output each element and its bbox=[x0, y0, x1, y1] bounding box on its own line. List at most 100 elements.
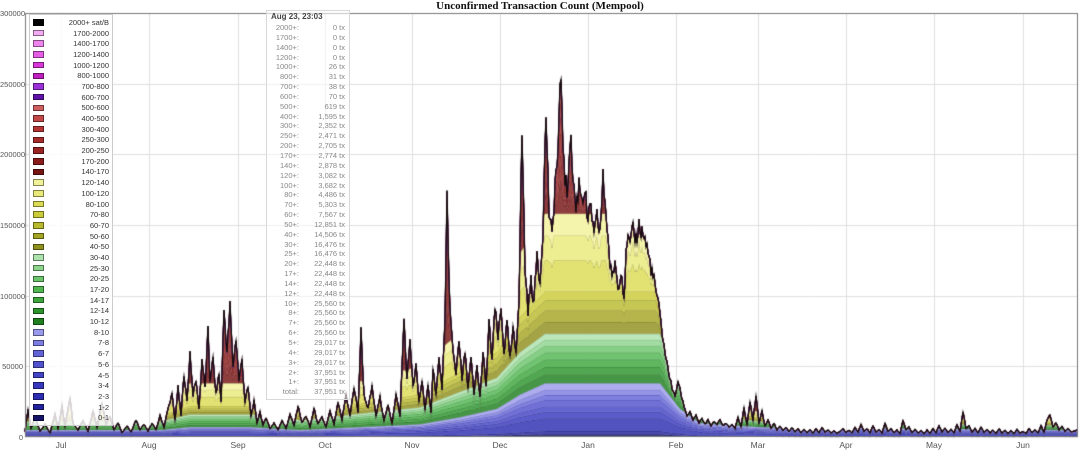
tooltip-row-label: 17+: bbox=[284, 269, 299, 279]
tooltip-row-label: 500+: bbox=[280, 101, 299, 111]
tooltip-row-value: 38 tx bbox=[328, 82, 345, 92]
y-tick-label: 0 bbox=[18, 433, 23, 442]
legend-color-swatch bbox=[33, 232, 44, 240]
legend-color-swatch bbox=[33, 147, 44, 154]
tooltip-row: 1000+: 26 tx bbox=[271, 62, 345, 72]
tooltip-row-label: 30+: bbox=[284, 239, 299, 249]
legend-item: 2-3 bbox=[33, 391, 109, 402]
tooltip-row-value: 37,951 tx bbox=[314, 387, 345, 397]
tooltip-row-label: 20+: bbox=[284, 259, 299, 269]
legend-item: 100-120 bbox=[33, 188, 109, 199]
legend-item-label: 50-60 bbox=[89, 231, 109, 241]
tooltip-row: 170+: 2,774 tx bbox=[271, 151, 345, 161]
legend-item: 20-25 bbox=[33, 274, 109, 285]
x-tick-label: Apr bbox=[839, 440, 853, 450]
legend-color-swatch bbox=[33, 72, 44, 80]
tooltip-row: 400+: 1,595 tx bbox=[271, 112, 345, 122]
tooltip-row: 60+: 7,567 tx bbox=[271, 210, 345, 220]
legend-color-swatch bbox=[33, 403, 44, 411]
tooltip-row-label: 4+: bbox=[288, 347, 299, 357]
tooltip-row: 30+: 16,476 tx bbox=[271, 240, 345, 250]
tooltip-row-value: 1,595 tx bbox=[318, 111, 345, 121]
tooltip-row-value: 3,682 tx bbox=[318, 180, 345, 190]
legend-color-swatch bbox=[33, 200, 44, 208]
tooltip-row-value: 25,560 tx bbox=[314, 328, 345, 338]
tooltip-row-value: 26 tx bbox=[328, 62, 345, 72]
tooltip-row-label: 7+: bbox=[288, 318, 299, 328]
tooltip-row: total: 37,951 tx bbox=[271, 387, 345, 397]
legend-item-label: 700-800 bbox=[81, 81, 109, 91]
tooltip-row-label: 1700+: bbox=[275, 32, 299, 42]
tooltip-row-value: 0 tx bbox=[332, 23, 345, 32]
tooltip-row: 1400+: 0 tx bbox=[271, 43, 345, 53]
tooltip-row-label: 2000+: bbox=[275, 23, 299, 32]
tooltip-row: 100+: 3,682 tx bbox=[271, 181, 345, 191]
tooltip-row-value: 0 tx bbox=[332, 52, 345, 62]
tooltip-row: 250+: 2,471 tx bbox=[271, 131, 345, 141]
legend-item-label: 1400-1700 bbox=[73, 39, 109, 49]
legend-color-swatch bbox=[33, 339, 44, 347]
legend-item: 600-700 bbox=[33, 92, 109, 103]
tooltip-row: 7+: 25,560 tx bbox=[271, 318, 345, 328]
tooltip-row-value: 619 tx bbox=[324, 101, 345, 111]
legend-item-label: 6-7 bbox=[98, 349, 109, 359]
tooltip-row: 500+: 619 tx bbox=[271, 102, 345, 112]
tooltip-row: 600+: 70 tx bbox=[271, 92, 345, 102]
legend-item: 300-400 bbox=[33, 124, 109, 135]
legend-item-label: 30-40 bbox=[89, 252, 109, 262]
legend-item: 170-200 bbox=[33, 156, 109, 167]
legend-color-swatch bbox=[33, 51, 44, 58]
legend-item: 700-800 bbox=[33, 81, 109, 92]
legend-item: 4-5 bbox=[33, 370, 109, 381]
tooltip-row-value: 2,471 tx bbox=[318, 131, 345, 141]
legend-item-label: 14-17 bbox=[89, 295, 109, 305]
legend-item-label: 4-5 bbox=[98, 370, 109, 380]
legend-item: 800-1000 bbox=[33, 70, 109, 81]
legend-item-label: 8-10 bbox=[93, 327, 109, 337]
y-tick-label: 100000 bbox=[0, 291, 26, 301]
legend-item-label: 20-25 bbox=[89, 274, 109, 284]
tooltip-row-value: 70 tx bbox=[328, 91, 345, 101]
tooltip-row-label: 40+: bbox=[284, 229, 299, 239]
tooltip-row-value: 37,951 tx bbox=[314, 377, 345, 387]
legend-color-swatch bbox=[33, 29, 44, 37]
tooltip-row-value: 29,017 tx bbox=[314, 347, 345, 357]
tooltip-row-label: 700+: bbox=[280, 82, 299, 92]
tooltip-row-label: 1400+: bbox=[275, 42, 299, 52]
tooltip-row-label: 3+: bbox=[288, 357, 299, 367]
legend-color-swatch bbox=[33, 104, 44, 112]
legend-color-swatch bbox=[33, 222, 44, 229]
legend-item-label: 140-170 bbox=[81, 167, 109, 177]
legend-item: 500-600 bbox=[33, 103, 109, 114]
tooltip-row: 80+: 4,486 tx bbox=[271, 190, 345, 200]
tooltip-row: 2000+: 0 tx bbox=[271, 23, 345, 33]
x-tick-label: Jun bbox=[1016, 440, 1030, 450]
legend-item-label: 60-70 bbox=[89, 220, 109, 230]
hover-tooltip: Aug 23, 23:03 2000+: 0 tx 1700+: 0 tx 1400+:… bbox=[266, 10, 350, 401]
tooltip-row-label: 8+: bbox=[288, 308, 299, 318]
legend-color-swatch bbox=[33, 243, 44, 251]
legend-color-swatch bbox=[33, 254, 44, 261]
tooltip-row-value: 22,448 tx bbox=[314, 288, 345, 298]
legend-color-swatch bbox=[33, 371, 44, 379]
x-tick-label: Feb bbox=[668, 440, 684, 450]
legend-item-label: 2-3 bbox=[98, 391, 109, 401]
legend-item: 17-20 bbox=[33, 284, 109, 295]
legend-item: 10-12 bbox=[33, 316, 109, 327]
legend-color-swatch bbox=[33, 125, 44, 133]
legend-item-label: 70-80 bbox=[89, 210, 109, 220]
legend-item-label: 7-8 bbox=[98, 338, 109, 348]
legend-item: 1700-2000 bbox=[33, 28, 109, 39]
legend-item: 400-500 bbox=[33, 113, 109, 124]
tooltip-row-value: 2,774 tx bbox=[318, 150, 345, 160]
legend-color-swatch bbox=[33, 19, 44, 26]
tooltip-row-label: 60+: bbox=[284, 210, 299, 220]
tooltip-row-value: 0 tx bbox=[332, 32, 345, 42]
legend-item-label: 12-14 bbox=[89, 306, 109, 316]
legend-item: 1000-1200 bbox=[33, 60, 109, 71]
legend-color-swatch bbox=[33, 93, 44, 101]
tooltip-row-label: 50+: bbox=[284, 219, 299, 229]
y-tick-label: 200000 bbox=[0, 150, 26, 160]
